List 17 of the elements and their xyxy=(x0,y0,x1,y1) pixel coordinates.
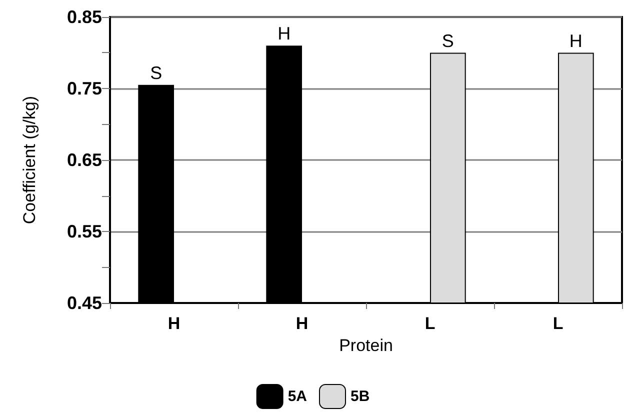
legend-label: 5A xyxy=(288,388,308,405)
x-axis-title: Protein xyxy=(339,336,393,355)
y-tick-label: 0.45 xyxy=(66,293,102,313)
x-tick-label: L xyxy=(424,314,436,333)
y-tick-label: 0.85 xyxy=(66,7,102,27)
data-label: S xyxy=(442,30,454,51)
y-axis-title: Coefficient (g/kg) xyxy=(20,96,39,224)
y-tick-label: 0.65 xyxy=(66,150,102,170)
legend-label: 5B xyxy=(350,388,370,405)
x-tick-label: H xyxy=(296,314,308,333)
data-label: H xyxy=(278,24,291,44)
y-tick-label: 0.75 xyxy=(66,78,102,98)
y-tick-label: 0.55 xyxy=(66,222,102,242)
data-label: S xyxy=(150,62,162,83)
x-tick-label: L xyxy=(552,314,564,333)
x-tick-label: H xyxy=(168,314,180,333)
data-label: H xyxy=(569,30,582,51)
